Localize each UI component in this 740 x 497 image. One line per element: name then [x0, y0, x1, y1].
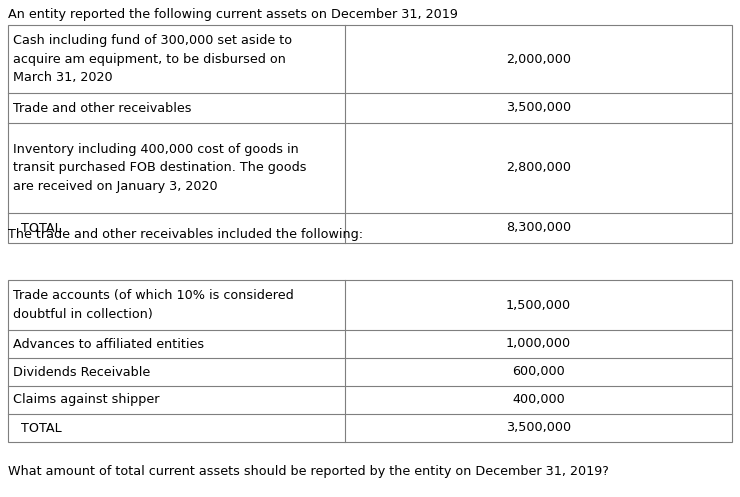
Text: TOTAL: TOTAL — [13, 222, 61, 235]
Text: What amount of total current assets should be reported by the entity on December: What amount of total current assets shou… — [8, 465, 609, 478]
Text: 2,000,000: 2,000,000 — [506, 53, 571, 66]
Text: 400,000: 400,000 — [512, 394, 565, 407]
Bar — [8, 25, 732, 243]
Text: 1,000,000: 1,000,000 — [505, 337, 571, 350]
Text: 3,500,000: 3,500,000 — [505, 101, 571, 114]
Text: Inventory including 400,000 cost of goods in
transit purchased FOB destination. : Inventory including 400,000 cost of good… — [13, 143, 306, 193]
Text: 3,500,000: 3,500,000 — [505, 421, 571, 434]
Text: Cash including fund of 300,000 set aside to
acquire am equipment, to be disburse: Cash including fund of 300,000 set aside… — [13, 34, 292, 84]
Text: Trade and other receivables: Trade and other receivables — [13, 101, 192, 114]
Text: Trade accounts (of which 10% is considered
doubtful in collection): Trade accounts (of which 10% is consider… — [13, 289, 294, 321]
Text: 600,000: 600,000 — [512, 365, 565, 379]
Text: The trade and other receivables included the following:: The trade and other receivables included… — [8, 228, 363, 241]
Text: 2,800,000: 2,800,000 — [506, 162, 571, 174]
Text: Advances to affiliated entities: Advances to affiliated entities — [13, 337, 204, 350]
Text: An entity reported the following current assets on December 31, 2019: An entity reported the following current… — [8, 8, 458, 21]
Bar — [8, 280, 732, 442]
Text: Claims against shipper: Claims against shipper — [13, 394, 160, 407]
Text: 8,300,000: 8,300,000 — [505, 222, 571, 235]
Text: Dividends Receivable: Dividends Receivable — [13, 365, 150, 379]
Text: 1,500,000: 1,500,000 — [505, 299, 571, 312]
Text: TOTAL: TOTAL — [13, 421, 61, 434]
